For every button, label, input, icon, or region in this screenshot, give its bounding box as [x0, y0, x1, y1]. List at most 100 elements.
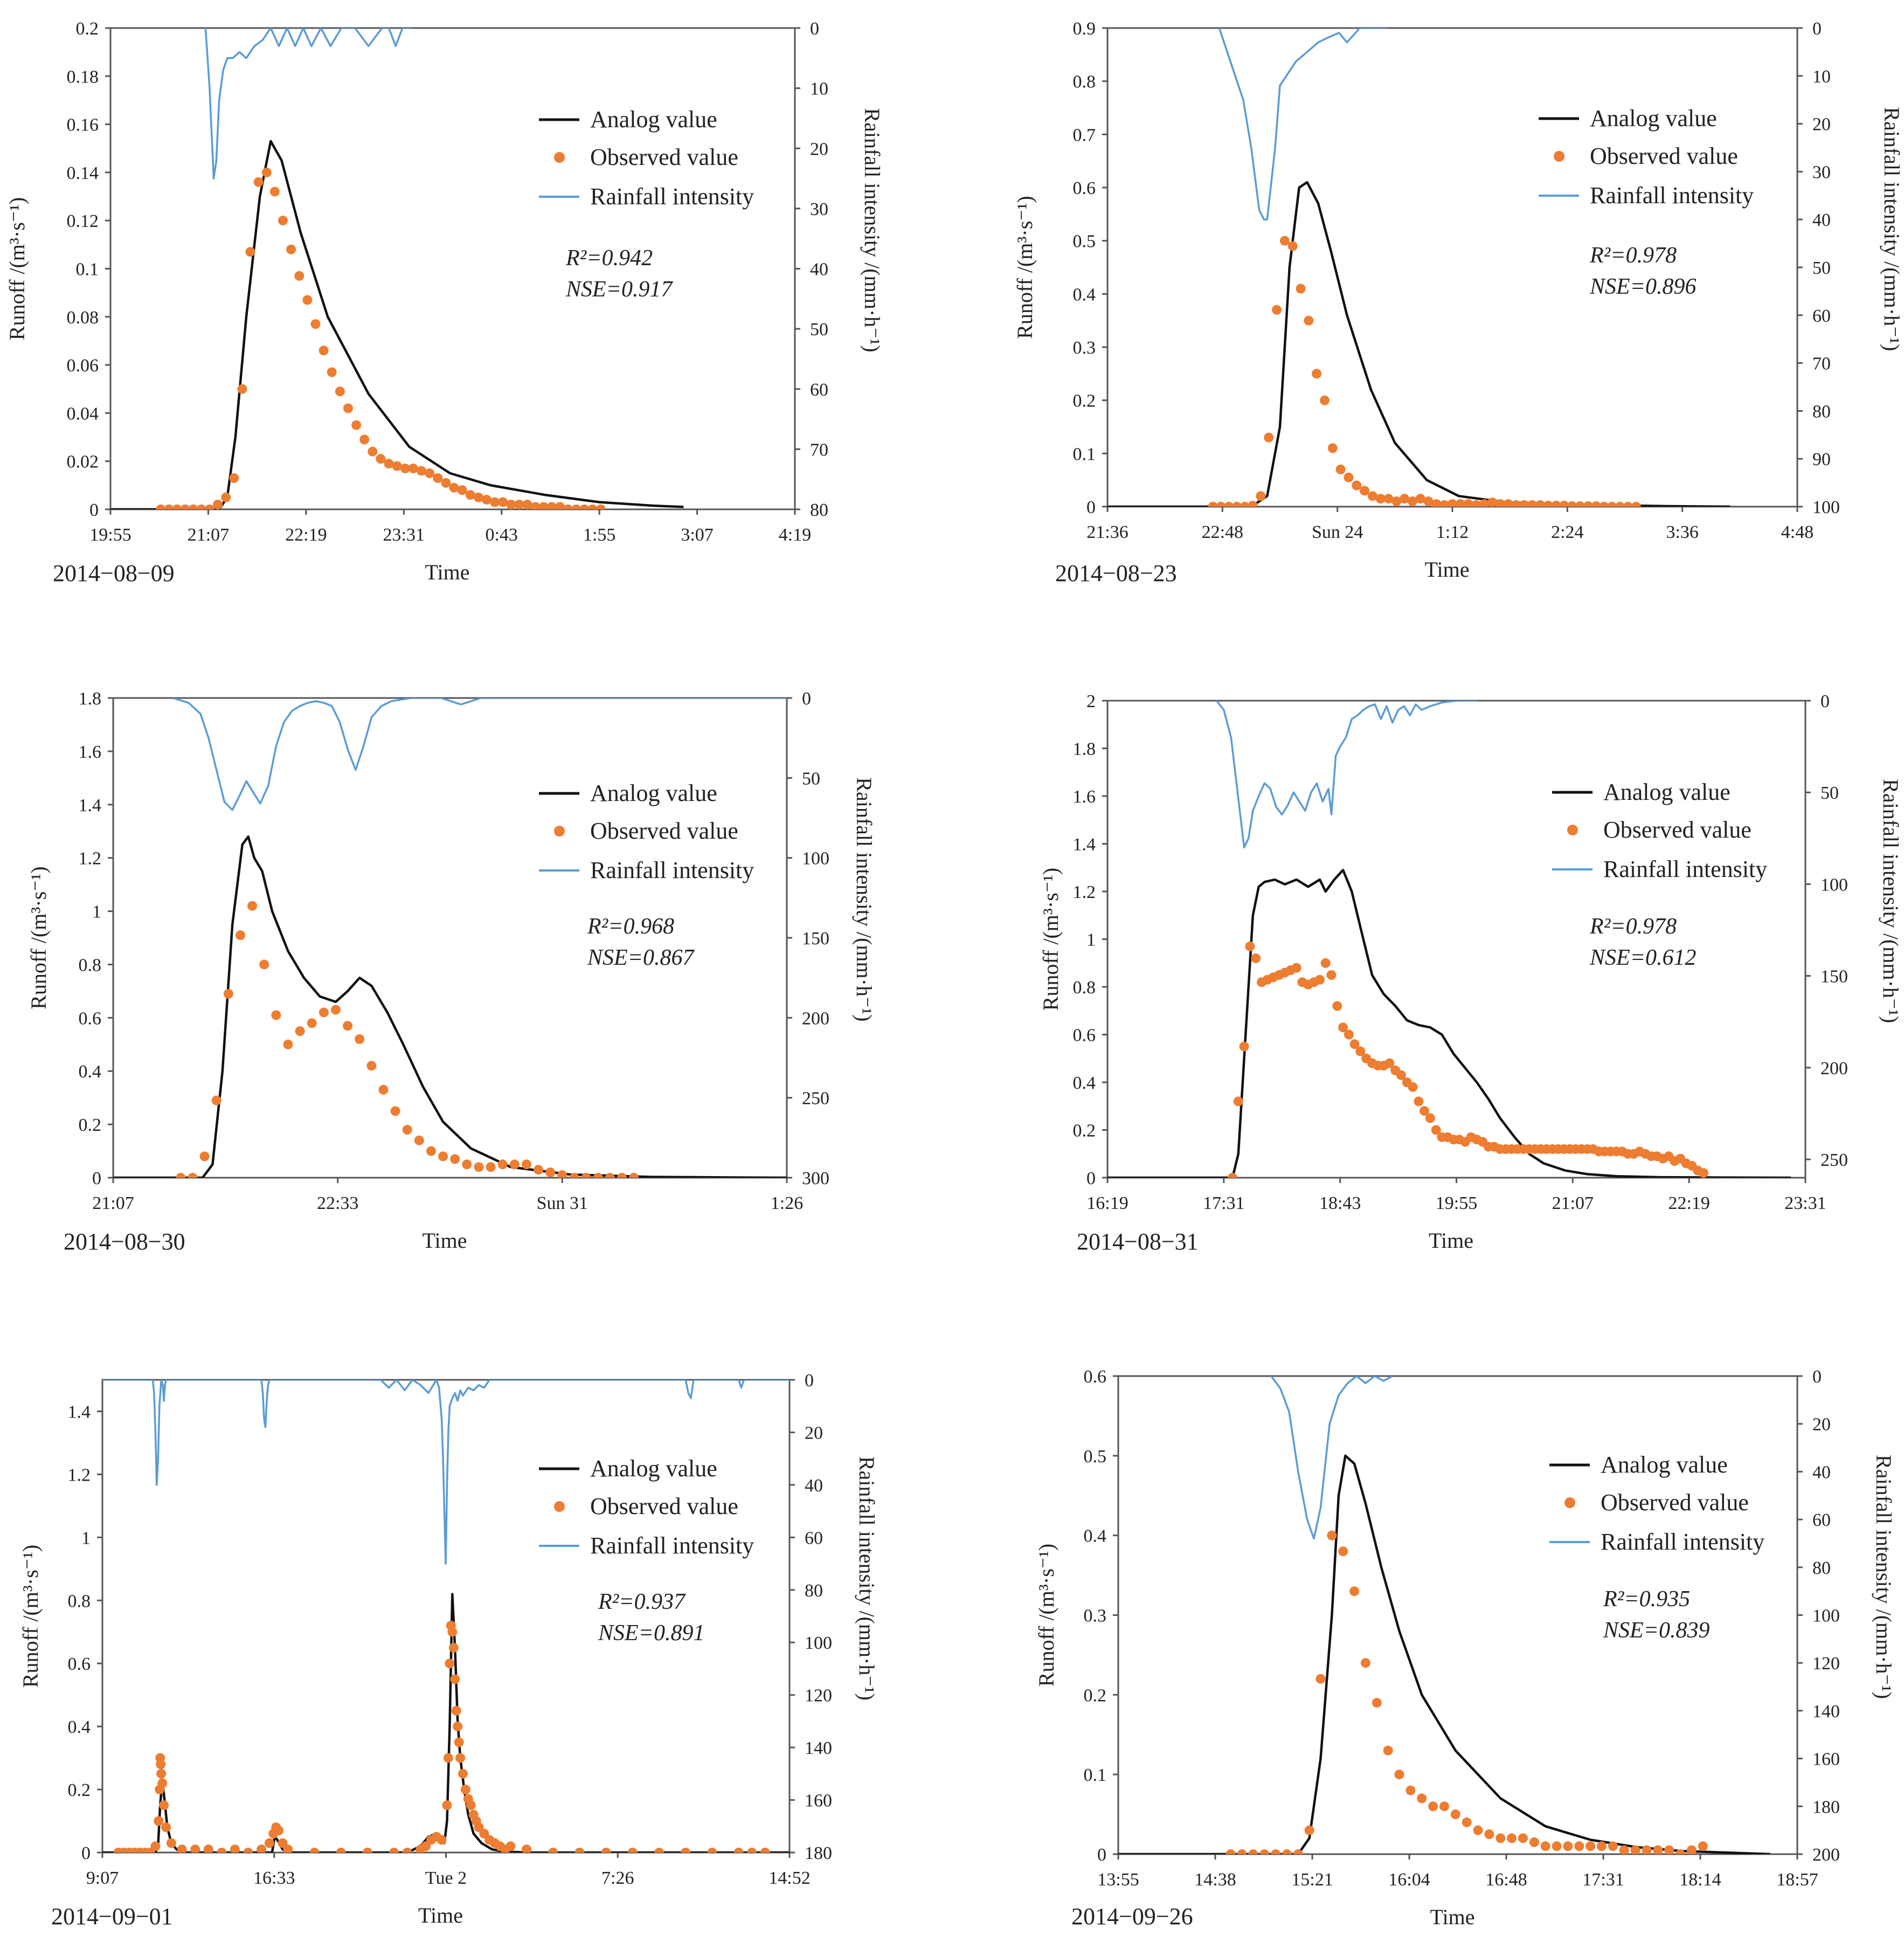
- observed-value-point: [294, 271, 304, 281]
- legend-observed-label: Observed value: [590, 144, 738, 170]
- observed-value-point: [378, 1084, 389, 1095]
- observed-value-point: [384, 459, 394, 469]
- observed-value-point: [593, 1173, 603, 1178]
- observed-value-point: [473, 492, 483, 502]
- x-tick-label: 1:12: [1436, 522, 1469, 542]
- observed-value-point: [1599, 502, 1609, 507]
- observed-value-point: [1407, 496, 1417, 507]
- observed-value-point: [1332, 1001, 1342, 1011]
- r-squared-annotation: R²=0.935: [1603, 1587, 1690, 1612]
- x-tick-label: Sun 24: [1312, 522, 1363, 542]
- observed-value-point: [1417, 1793, 1427, 1803]
- y-tick-label: 0.8: [1073, 72, 1096, 92]
- y2-tick-label: 100: [1812, 497, 1840, 517]
- observed-value-point: [1327, 443, 1338, 453]
- x-tick-label: 16:04: [1388, 1870, 1430, 1890]
- rainfall-intensity-line: [1270, 1376, 1393, 1540]
- y2-tick-label: 200: [1812, 1845, 1840, 1865]
- r-squared-annotation: R²=0.942: [565, 246, 653, 271]
- observed-value-point: [1518, 1833, 1528, 1843]
- observed-value-point: [1439, 1801, 1449, 1812]
- observed-value-point: [278, 216, 288, 226]
- observed-value-point: [1699, 1168, 1709, 1178]
- observed-value-point: [269, 186, 280, 197]
- y-tick-label: 0.18: [67, 67, 99, 87]
- observed-value-point: [1245, 941, 1255, 951]
- observed-value-point: [1495, 499, 1505, 507]
- y-tick-label: 0.16: [67, 115, 99, 135]
- observed-value-point: [443, 1753, 453, 1763]
- observed-value-point: [1487, 497, 1498, 507]
- legend-observed-swatch: [1567, 825, 1578, 835]
- y2-tick-label: 70: [1812, 354, 1831, 374]
- observed-value-point: [438, 1151, 448, 1162]
- x-tick-label: 15:21: [1291, 1870, 1333, 1890]
- y2-tick-label: 300: [802, 1169, 829, 1188]
- y-tick-label: 0.6: [79, 1008, 102, 1028]
- observed-value-point: [522, 500, 532, 509]
- observed-value-point: [1448, 499, 1457, 507]
- y-tick-label: 0.08: [67, 308, 99, 328]
- observed-value-point: [460, 1785, 470, 1795]
- y2-tick-label: 140: [1812, 1702, 1840, 1722]
- observed-value-point: [164, 504, 174, 509]
- x-tick-label: 18:43: [1319, 1193, 1361, 1213]
- observed-value-point: [204, 504, 214, 509]
- observed-value-point: [1585, 1841, 1596, 1851]
- observed-value-point: [466, 1800, 476, 1810]
- y-tick-label: 0.6: [68, 1654, 91, 1674]
- observed-value-point: [343, 403, 353, 413]
- observed-value-point: [402, 1848, 412, 1853]
- observed-value-point: [230, 1844, 240, 1853]
- observed-value-point: [1406, 1785, 1416, 1795]
- observed-value-point: [1615, 502, 1625, 507]
- y-tick-label: 0.2: [76, 19, 99, 39]
- x-axis-title: Time: [1430, 1905, 1474, 1929]
- y-axis-title: Runoff /(m³·s⁻¹): [5, 197, 29, 340]
- y2-tick-label: 40: [810, 260, 828, 280]
- y2-tick-label: 40: [805, 1476, 823, 1496]
- observed-value-point: [1248, 501, 1258, 507]
- y2-tick-label: 20: [1812, 115, 1831, 135]
- observed-value-point: [605, 1173, 615, 1178]
- x-tick-label: 21:07: [92, 1193, 134, 1213]
- y2-tick-label: 0: [1812, 1367, 1822, 1387]
- x-tick-label: 16:19: [1086, 1193, 1128, 1213]
- observed-value-point: [707, 1848, 717, 1853]
- observed-value-point: [1675, 1849, 1685, 1854]
- observed-value-point: [150, 1841, 161, 1851]
- observed-value-point: [574, 1848, 585, 1853]
- observed-value-point: [362, 1848, 372, 1853]
- observed-value-point: [1420, 1106, 1430, 1116]
- observed-value-point: [1383, 494, 1394, 504]
- observed-value-point: [310, 319, 321, 329]
- observed-value-point: [482, 495, 491, 505]
- observed-value-point: [161, 1822, 171, 1833]
- observed-value-point: [1479, 499, 1490, 507]
- observed-value-point: [681, 1848, 691, 1853]
- observed-value-point: [343, 1021, 353, 1031]
- y2-tick-label: 250: [1820, 1150, 1848, 1170]
- nse-annotation: NSE=0.867: [587, 945, 695, 970]
- x-tick-label: 9:07: [86, 1868, 119, 1888]
- observed-value-point: [1293, 1849, 1303, 1854]
- y-tick-label: 0.2: [1073, 391, 1096, 411]
- observed-value-point: [1344, 472, 1354, 482]
- x-tick-label: 14:52: [768, 1868, 810, 1888]
- y-tick-label: 0.4: [1073, 1073, 1096, 1093]
- legend-observed-swatch: [1554, 151, 1564, 162]
- y2-tick-label: 80: [1812, 1558, 1831, 1578]
- observed-value-point: [1296, 284, 1306, 294]
- observed-value-point: [445, 1658, 455, 1669]
- y-tick-label: 1: [81, 1528, 91, 1548]
- observed-value-point: [188, 1173, 198, 1178]
- x-tick-label: 0:43: [485, 525, 517, 545]
- observed-value-point: [1519, 500, 1529, 507]
- observed-value-point: [1216, 502, 1226, 507]
- observed-value-point: [1320, 395, 1330, 405]
- observed-value-point: [627, 1848, 638, 1853]
- observed-value-point: [442, 1800, 452, 1810]
- y2-tick-label: 0: [802, 689, 811, 709]
- legend-analog-label: Analog value: [1601, 1452, 1728, 1478]
- observed-value-point: [1291, 963, 1301, 973]
